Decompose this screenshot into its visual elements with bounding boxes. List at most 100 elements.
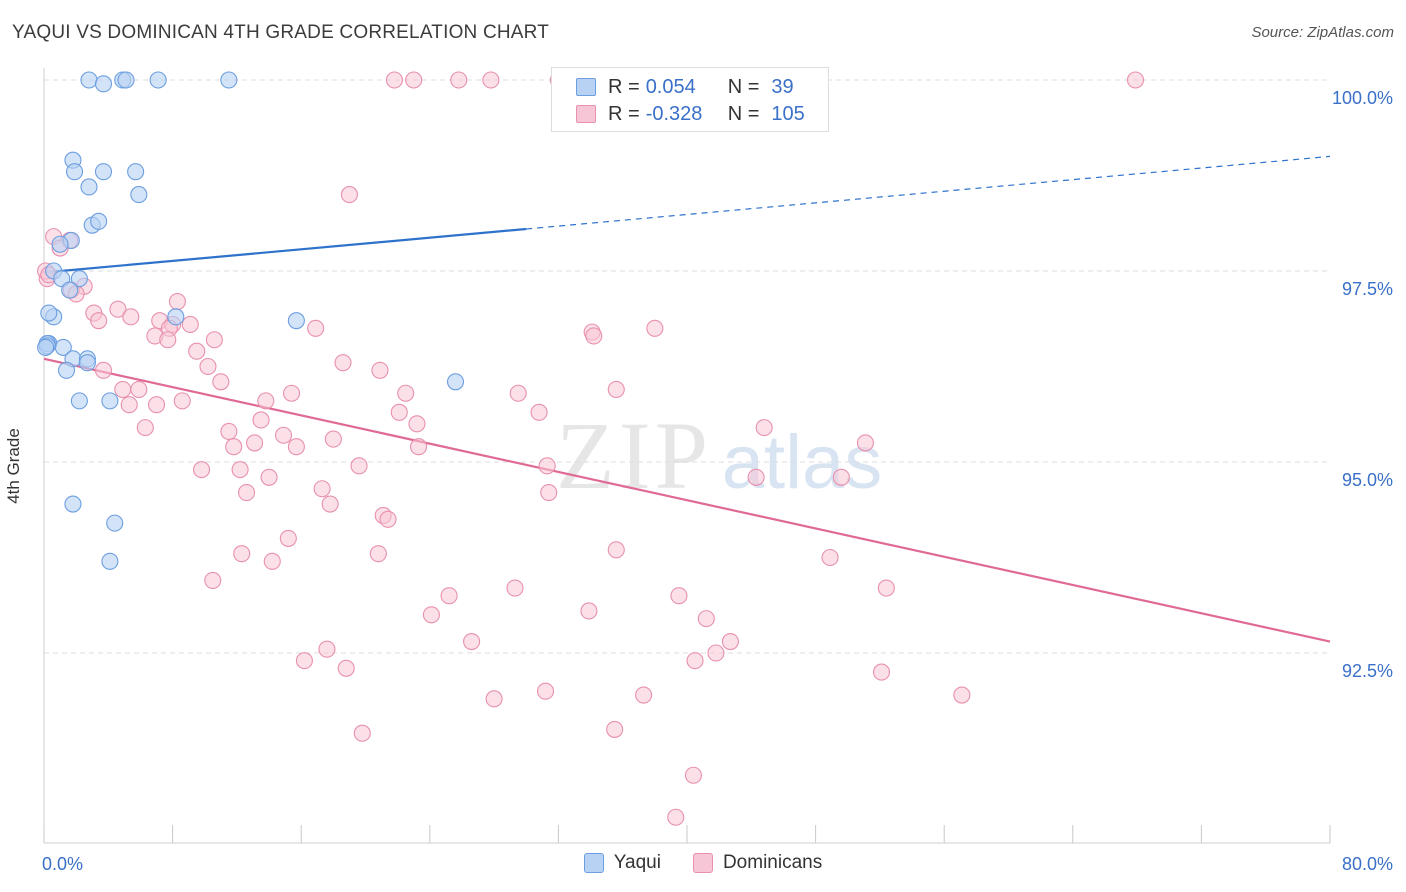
legend-r-value: -0.328 <box>645 102 703 125</box>
trendline-yaqui-projection <box>526 155 1331 230</box>
data-point-yaqui <box>130 186 148 204</box>
data-point-dominicans <box>538 457 556 475</box>
legend-row-yaqui: R = 0.054 N = 39 <box>576 75 794 99</box>
data-point-dominicans <box>397 384 415 402</box>
data-point-dominicans <box>168 293 186 311</box>
legend-n-value: 39 <box>771 75 794 98</box>
data-point-yaqui <box>90 212 108 230</box>
data-point-yaqui <box>40 304 58 322</box>
data-point-yaqui <box>37 338 55 356</box>
data-point-dominicans <box>173 392 191 410</box>
data-point-dominicans <box>832 468 850 486</box>
watermark-zip: ZIP <box>556 402 712 509</box>
data-point-dominicans <box>1126 71 1145 89</box>
data-point-yaqui <box>70 392 88 410</box>
data-point-dominicans <box>379 510 397 528</box>
legend-n-label: N = <box>727 75 760 98</box>
data-point-dominicans <box>821 548 839 567</box>
data-point-dominicans <box>274 426 293 444</box>
data-point-dominicans <box>263 552 281 570</box>
data-point-yaqui <box>61 281 79 299</box>
legend-r-label: R = <box>608 102 640 125</box>
data-point-dominicans <box>536 682 555 700</box>
data-point-dominicans <box>313 480 331 498</box>
data-point-yaqui <box>80 71 98 89</box>
data-point-dominicans <box>540 484 558 502</box>
data-point-yaqui <box>78 354 96 372</box>
series-legend: Yaqui Dominicans <box>0 852 1406 874</box>
data-point-dominicans <box>90 312 108 330</box>
data-point-dominicans <box>684 766 702 784</box>
legend-swatch-dominicans <box>576 105 596 123</box>
data-point-yaqui <box>117 71 135 89</box>
data-point-yaqui <box>149 71 167 89</box>
data-point-dominicans <box>283 384 301 402</box>
legend-item-dominicans: Dominicans <box>692 852 822 874</box>
data-point-dominicans <box>324 430 342 448</box>
data-point-dominicans <box>318 640 336 658</box>
data-point-dominicans <box>237 484 256 502</box>
y-axis-title: 4th Grade <box>4 428 23 504</box>
data-points <box>37 71 1145 826</box>
data-point-dominicans <box>204 571 222 589</box>
data-point-dominicans <box>422 606 440 624</box>
grid-lines <box>44 79 1330 654</box>
data-point-dominicans <box>440 587 458 605</box>
data-point-dominicans <box>231 461 249 479</box>
legend-swatch-dominicans <box>692 853 713 873</box>
data-point-dominicans <box>233 545 251 563</box>
data-point-dominicans <box>872 663 891 681</box>
data-point-yaqui <box>65 163 84 181</box>
data-point-dominicans <box>530 403 548 421</box>
stats-legend: R = 0.054 N = 39 R = -0.328 N = 105 <box>551 67 829 132</box>
data-point-dominicans <box>953 686 971 704</box>
data-point-dominicans <box>450 71 468 89</box>
data-point-dominicans <box>246 434 264 452</box>
y-tick-label: 100.0% <box>1332 88 1393 108</box>
data-point-dominicans <box>580 602 598 620</box>
data-point-dominicans <box>136 419 154 437</box>
data-point-yaqui <box>64 495 82 513</box>
legend-n-value: 105 <box>771 102 805 125</box>
data-point-dominicans <box>192 461 211 479</box>
data-point-dominicans <box>856 434 874 452</box>
data-point-dominicans <box>279 529 297 547</box>
chart-title: YAQUI VS DOMINICAN 4TH GRADE CORRELATION… <box>12 22 550 43</box>
data-point-yaqui <box>287 312 305 330</box>
data-point-yaqui <box>51 235 69 253</box>
data-point-dominicans <box>371 361 389 379</box>
data-point-dominicans <box>220 422 238 440</box>
data-point-dominicans <box>205 331 223 349</box>
x-tick-label: 0.0% <box>42 854 83 874</box>
data-point-dominicans <box>114 380 132 398</box>
legend-item-yaqui: Yaqui <box>583 852 661 874</box>
data-point-dominicans <box>130 380 148 398</box>
data-point-dominicans <box>409 438 428 456</box>
trendline-yaqui <box>43 227 527 274</box>
data-point-dominicans <box>94 361 113 379</box>
data-point-dominicans <box>385 71 403 89</box>
y-tick-label: 95.0% <box>1342 470 1393 490</box>
data-point-dominicans <box>506 579 524 597</box>
data-point-dominicans <box>120 396 138 414</box>
data-point-dominicans <box>686 652 704 670</box>
data-point-dominicans <box>212 373 230 391</box>
data-point-dominicans <box>646 319 664 337</box>
data-point-yaqui <box>220 71 238 89</box>
watermark: ZIP atlas <box>556 402 882 509</box>
trendline-dominicans <box>43 357 1331 643</box>
data-point-dominicans <box>390 403 408 421</box>
data-point-yaqui <box>127 163 145 181</box>
data-point-dominicans <box>607 380 625 398</box>
data-point-yaqui <box>57 361 76 379</box>
data-point-dominicans <box>509 384 527 402</box>
legend-r-label: R = <box>608 75 640 98</box>
data-point-yaqui <box>106 514 124 532</box>
data-point-yaqui <box>94 75 113 93</box>
data-point-dominicans <box>585 327 603 345</box>
data-point-dominicans <box>485 690 503 708</box>
data-point-dominicans <box>188 342 206 360</box>
data-point-dominicans <box>408 415 426 433</box>
data-point-dominicans <box>334 354 352 372</box>
